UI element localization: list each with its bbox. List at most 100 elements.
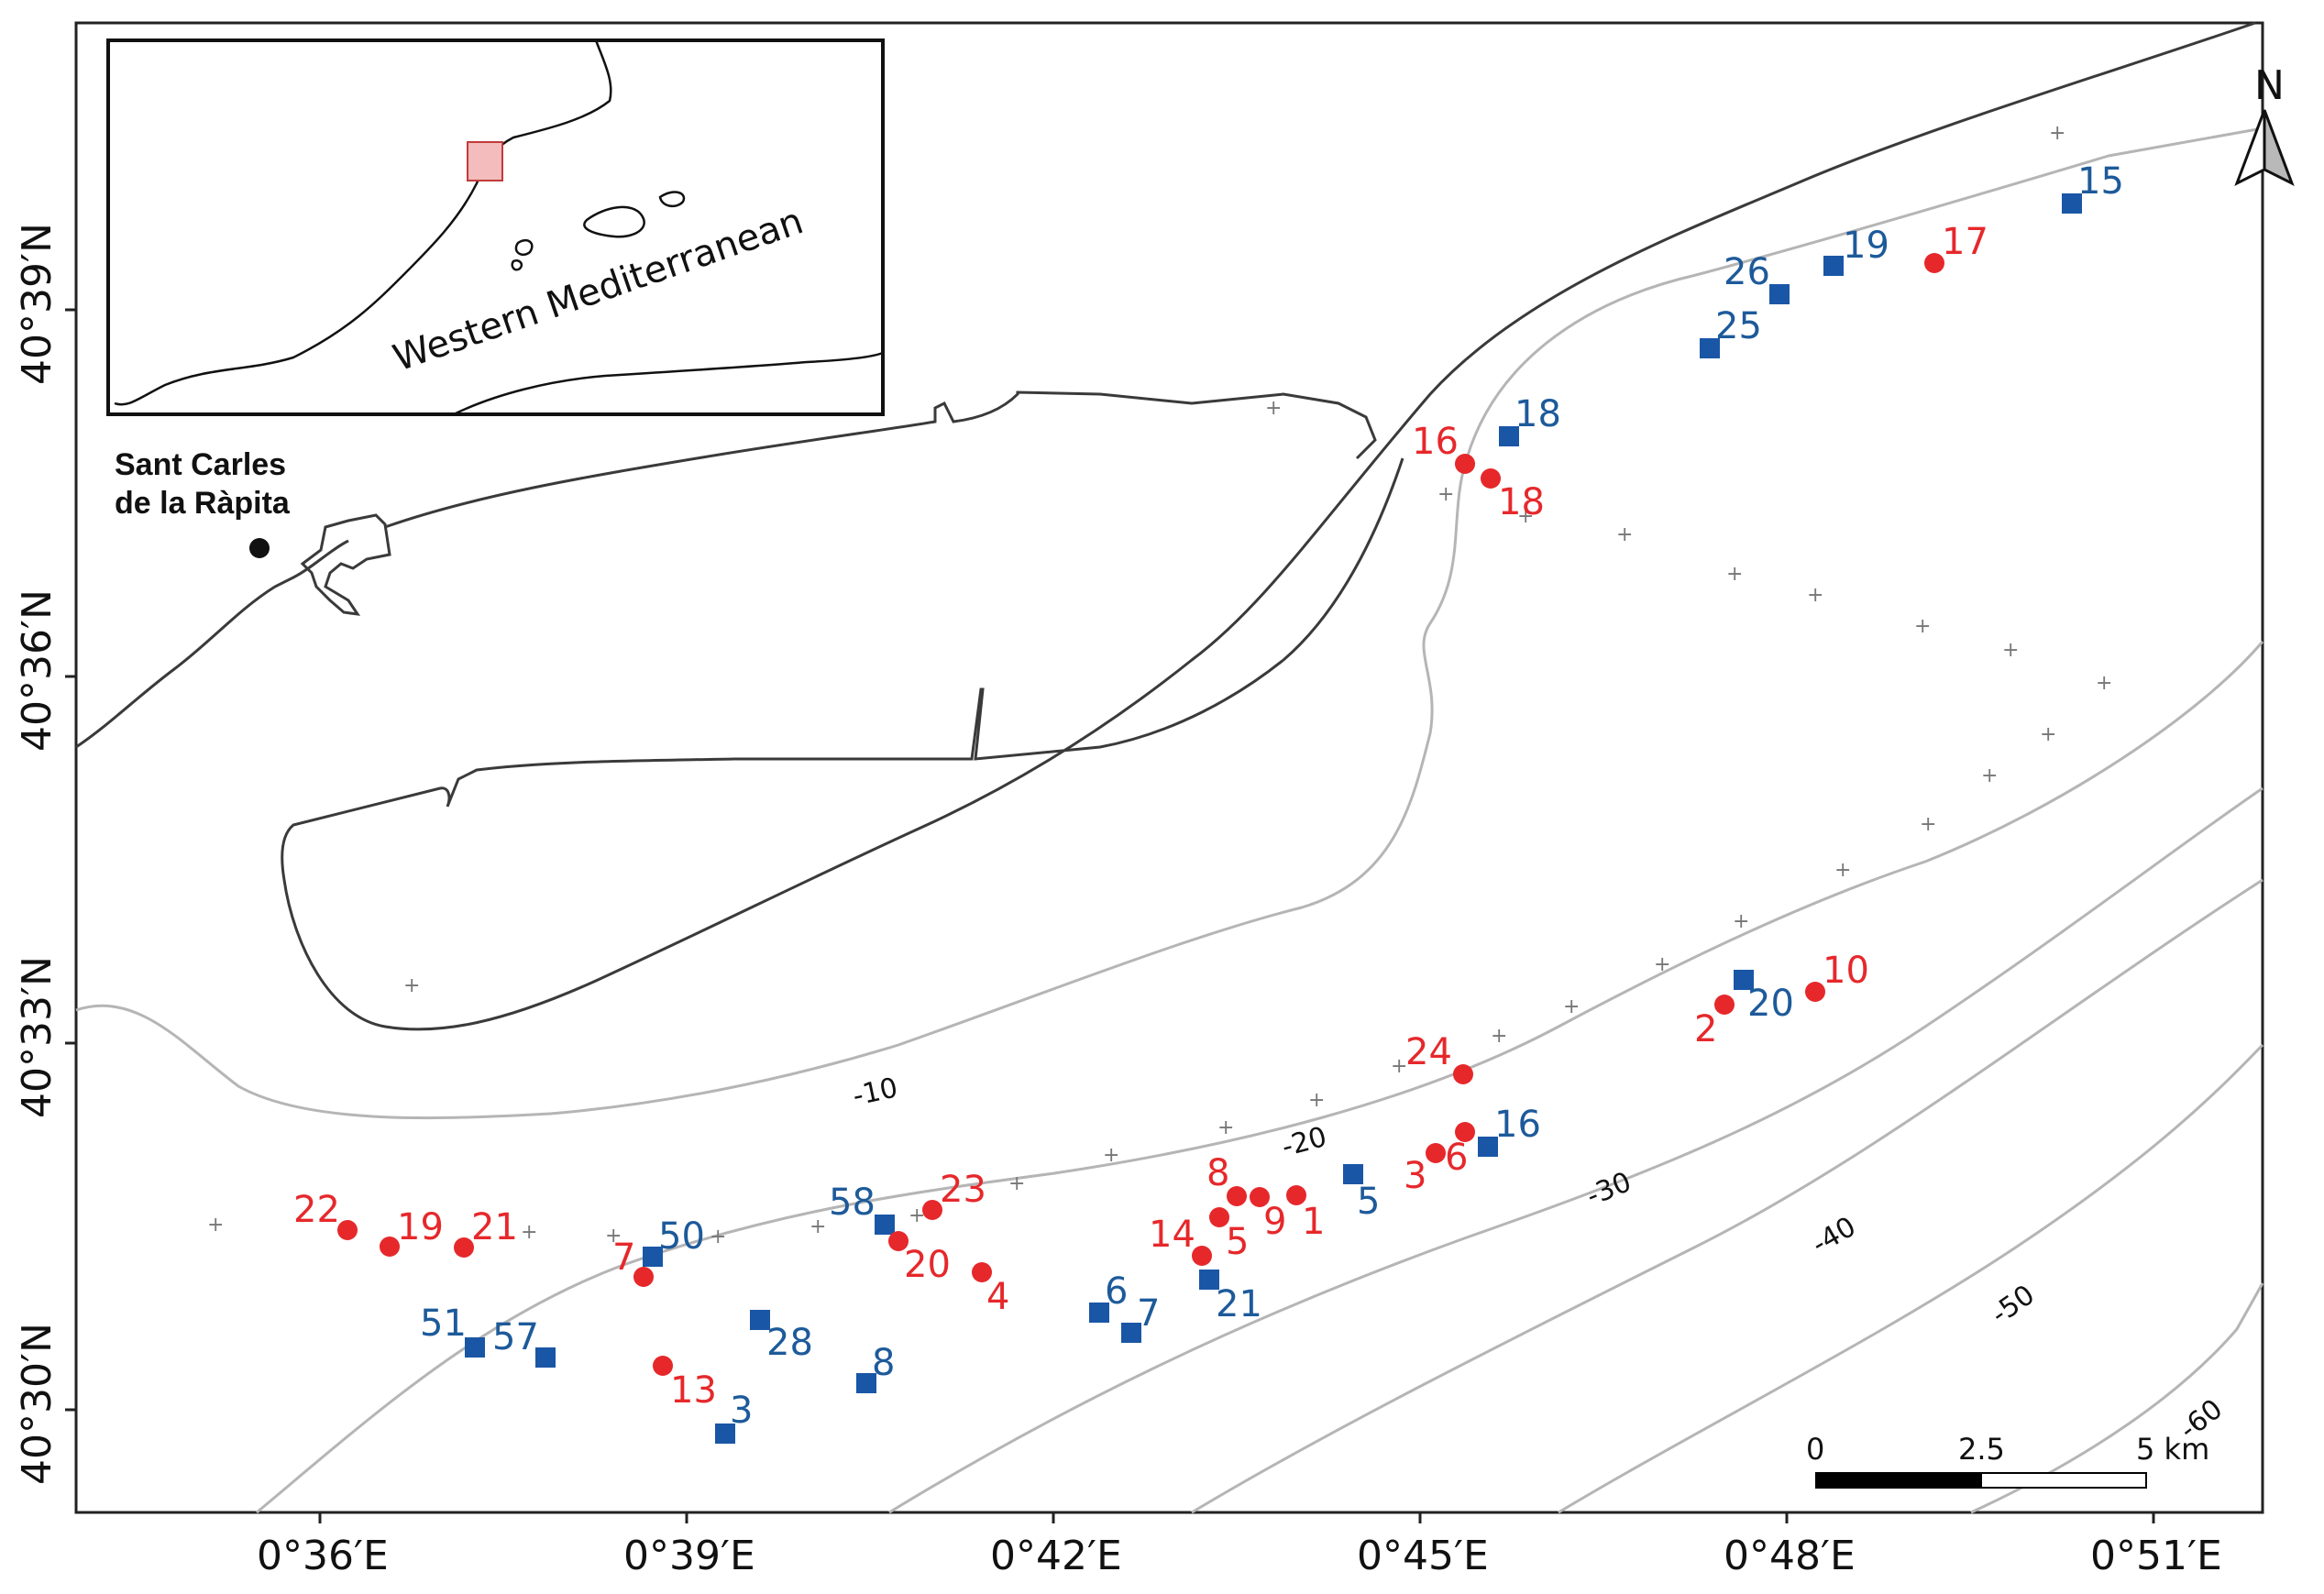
- station-label: 13: [670, 1369, 717, 1412]
- station-label: 19: [1843, 225, 1889, 267]
- station-marker: [1455, 454, 1475, 474]
- station-label: 51: [420, 1303, 467, 1345]
- lon-tick-label: 0°45′E: [1357, 1533, 1489, 1579]
- inset-balearic-3: [514, 238, 534, 257]
- inset-balearic-1: [583, 205, 645, 238]
- station-label: 2: [1694, 1008, 1717, 1050]
- station-marker: [875, 1215, 895, 1235]
- blue-stations: [465, 193, 2082, 1444]
- svg-text:+: +: [1914, 615, 1931, 638]
- north-arrow-label: N: [2254, 62, 2285, 109]
- lon-tick-label: 0°51′E: [2090, 1533, 2222, 1579]
- station-label: 57: [492, 1316, 539, 1358]
- station-label: 14: [1149, 1214, 1195, 1256]
- mainland-coast: [75, 539, 349, 749]
- svg-text:+: +: [1616, 523, 1633, 546]
- svg-text:+: +: [909, 1204, 925, 1227]
- svg-text:+: +: [710, 1226, 726, 1248]
- station-label: 26: [1724, 251, 1770, 293]
- lat-tick-label: 40°39′N: [14, 223, 61, 385]
- inset-balearic-2: [658, 191, 686, 208]
- station-marker: [1286, 1185, 1306, 1205]
- scale-tick-label: 0: [1806, 1432, 1824, 1467]
- contour-20: [256, 641, 2264, 1514]
- station-label: 16: [1412, 421, 1459, 463]
- contour-50: [1558, 1043, 2264, 1514]
- scale-tick-label: 5 km: [2136, 1432, 2209, 1467]
- svg-text:+: +: [605, 1225, 622, 1248]
- station-marker: [1227, 1186, 1247, 1206]
- contour-30: [888, 786, 2263, 1514]
- station-marker: [1700, 338, 1720, 358]
- station-marker: [643, 1247, 663, 1267]
- town-marker: [249, 538, 270, 558]
- svg-text:+: +: [403, 974, 420, 997]
- inset-map: Western Mediterranean: [106, 38, 885, 416]
- station-label: 22: [293, 1189, 340, 1231]
- station-marker: [1734, 970, 1754, 990]
- station-marker: [1192, 1246, 1212, 1266]
- station-marker: [1823, 256, 1844, 276]
- contour-10: [75, 126, 2263, 1120]
- station-label: 5: [1226, 1221, 1249, 1263]
- inset-africa-coast: [453, 351, 884, 416]
- svg-text:+: +: [810, 1215, 826, 1238]
- town-label-line1: Sant Carles: [115, 447, 286, 482]
- svg-text:+: +: [2096, 672, 2112, 695]
- svg-text:+: +: [1733, 910, 1749, 933]
- station-label: 23: [940, 1169, 986, 1211]
- station-marker: [922, 1200, 942, 1220]
- lon-tick-label: 0°48′E: [1724, 1533, 1856, 1579]
- station-marker: [715, 1424, 735, 1444]
- svg-text:+: +: [1217, 1116, 1234, 1139]
- station-label: 21: [1216, 1283, 1262, 1325]
- station-marker: [535, 1347, 556, 1368]
- station-label: 20: [1747, 983, 1794, 1025]
- axis-ticks: [65, 308, 2155, 1523]
- lon-tick-label: 0°36′E: [257, 1533, 389, 1579]
- station-label: 25: [1715, 305, 1762, 347]
- latitude-labels: 40°39′N 40°36′N 40°33′N 40°30′N: [14, 223, 61, 1485]
- station-marker: [888, 1231, 909, 1251]
- svg-text:+: +: [2040, 723, 2056, 746]
- station-label: 19: [397, 1206, 444, 1248]
- station-label: 7: [612, 1237, 635, 1279]
- station-marker: [380, 1237, 400, 1257]
- svg-text:+: +: [521, 1221, 537, 1244]
- north-arrow: N: [2234, 62, 2295, 187]
- inset-iberian-coast: [114, 39, 612, 406]
- station-label: 21: [471, 1206, 518, 1248]
- svg-text:+: +: [1726, 563, 1743, 586]
- station-label: 5: [1357, 1181, 1380, 1223]
- station-marker: [1805, 982, 1825, 1002]
- svg-text:+: +: [1807, 584, 1823, 607]
- station-marker: [1714, 995, 1735, 1015]
- station-marker: [1121, 1323, 1141, 1343]
- station-label: 10: [1823, 950, 1869, 992]
- lat-tick-label: 40°30′N: [14, 1323, 61, 1485]
- scale-tick-label: 2.5: [1958, 1432, 2005, 1467]
- lat-tick-label: 40°36′N: [14, 589, 61, 752]
- svg-text:+: +: [1517, 505, 1534, 528]
- station-marker: [465, 1337, 485, 1358]
- station-marker: [1089, 1303, 1109, 1323]
- station-label: 8: [872, 1342, 895, 1384]
- station-marker: [2062, 193, 2082, 214]
- svg-text:+: +: [1265, 397, 1282, 420]
- lon-tick-label: 0°39′E: [623, 1533, 755, 1579]
- coastline: [75, 21, 2256, 1031]
- station-marker: [653, 1356, 673, 1376]
- station-marker: [1250, 1187, 1270, 1207]
- station-marker: [1426, 1143, 1446, 1163]
- station-marker: [633, 1267, 654, 1287]
- svg-text:+: +: [207, 1214, 224, 1237]
- svg-text:+: +: [1103, 1144, 1119, 1167]
- contour-60: [1970, 1282, 2264, 1514]
- station-marker: [1209, 1207, 1229, 1227]
- svg-text:+: +: [1308, 1089, 1325, 1112]
- red-stations: [337, 253, 1944, 1376]
- station-marker: [972, 1262, 992, 1282]
- harbour: [300, 513, 391, 616]
- station-marker: [750, 1310, 770, 1330]
- contour-lines: [75, 126, 2264, 1514]
